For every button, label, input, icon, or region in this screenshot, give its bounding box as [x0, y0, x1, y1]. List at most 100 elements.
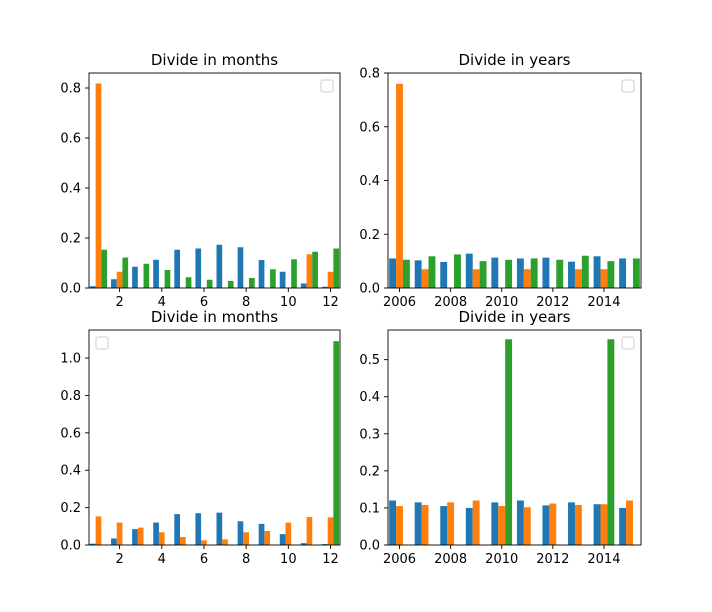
bar [619, 507, 627, 545]
bar [568, 502, 575, 545]
bar [116, 271, 123, 288]
bar [523, 269, 531, 288]
x-tick-label: 2012 [536, 552, 569, 567]
bars [89, 341, 340, 545]
axes-frame [88, 329, 341, 546]
y-tick-label: 0.1 [359, 501, 380, 516]
x-tick-label: 12 [322, 552, 339, 567]
y-tick-label: 0.4 [60, 464, 81, 479]
bar [201, 540, 207, 545]
bar [454, 254, 461, 288]
bar [414, 502, 422, 545]
bar [327, 517, 334, 545]
bar [607, 339, 615, 545]
bar [143, 263, 150, 288]
bar [195, 248, 202, 288]
bar [447, 502, 455, 545]
bar [153, 522, 159, 545]
bar [619, 258, 627, 288]
bar [111, 279, 117, 288]
bar [306, 254, 313, 288]
x-tick-label: 2014 [587, 552, 620, 567]
bar [516, 258, 524, 288]
y-tick-label: 0.4 [359, 174, 380, 189]
bar [321, 544, 328, 545]
bar [479, 261, 487, 289]
y-tick-label: 0.8 [359, 67, 380, 82]
x-tick-label: 8 [242, 295, 250, 310]
chart-panel-3: 2 4 6 8 10 12 0.0 0.2 0.4 0.6 0.8 1.0 Divide in mont… [60, 308, 341, 567]
bar [279, 534, 286, 545]
bar [258, 260, 265, 288]
bar [600, 269, 608, 288]
y-tick-label: 1.0 [60, 352, 81, 367]
bar [116, 522, 123, 545]
bar [465, 253, 473, 288]
x-tick-label: 2008 [434, 552, 467, 567]
bar [491, 502, 499, 545]
bars [389, 339, 633, 545]
x-tick-label: 10 [280, 552, 297, 567]
bar [568, 261, 575, 288]
bar [122, 257, 129, 288]
bar [312, 251, 318, 288]
chart-panel-4: 2006 2008 2010 2012 2014 0.0 0.1 0.2 0.3 0.4 0.5 Di… [359, 308, 642, 567]
bar [216, 244, 223, 288]
bar [593, 504, 601, 545]
bar [243, 532, 249, 545]
x-tick-label: 2 [115, 552, 123, 567]
y-tick-label: 0.0 [60, 539, 81, 554]
x-tick-label: 8 [242, 552, 250, 567]
bar [632, 258, 640, 288]
chart-title: Divide in years [458, 308, 570, 326]
y-tick-label: 0.2 [60, 501, 81, 516]
bar [333, 248, 340, 288]
bar [498, 506, 506, 545]
bar [279, 271, 286, 288]
bar [101, 249, 108, 288]
bar [600, 504, 608, 545]
y-tick-label: 0.4 [60, 182, 81, 197]
x-tick-label: 2014 [587, 295, 620, 310]
bar [626, 500, 633, 545]
bar [270, 269, 276, 288]
bar [300, 283, 307, 288]
chart-title: Divide in months [151, 51, 278, 69]
bar [237, 521, 244, 545]
bar [556, 259, 564, 288]
bar [333, 341, 340, 545]
x-tick-label: 2008 [434, 295, 467, 310]
bar [248, 278, 255, 288]
bar [111, 538, 117, 545]
bar [574, 504, 582, 545]
chart-panel-2: 2006 2008 2010 2012 2014 0.0 0.2 0.4 0.6 0.8 Divid… [359, 51, 642, 310]
bar [95, 516, 102, 545]
bar [195, 513, 202, 545]
y-tick-label: 0.0 [60, 282, 81, 297]
bar [137, 527, 144, 545]
bar [505, 259, 513, 288]
y-tick-label: 0.6 [359, 120, 380, 135]
legend-box [95, 336, 109, 350]
bars [89, 83, 340, 288]
bar [291, 259, 297, 288]
x-tick-label: 6 [200, 295, 208, 310]
y-tick-label: 0.5 [359, 353, 380, 368]
axes-frame [387, 329, 642, 546]
x-tick-label: 2006 [383, 552, 416, 567]
bar [440, 506, 448, 545]
bar [516, 500, 524, 545]
bar [472, 500, 480, 545]
bar [327, 271, 334, 288]
bar [95, 83, 102, 288]
bar [158, 532, 165, 545]
chart-title: Divide in years [458, 51, 570, 69]
bar [491, 257, 499, 288]
bar [530, 258, 538, 288]
x-tick-label: 12 [322, 295, 339, 310]
x-tick-label: 4 [158, 295, 166, 310]
bar [264, 530, 271, 545]
x-tick-label: 4 [158, 552, 166, 567]
bar [505, 339, 513, 545]
